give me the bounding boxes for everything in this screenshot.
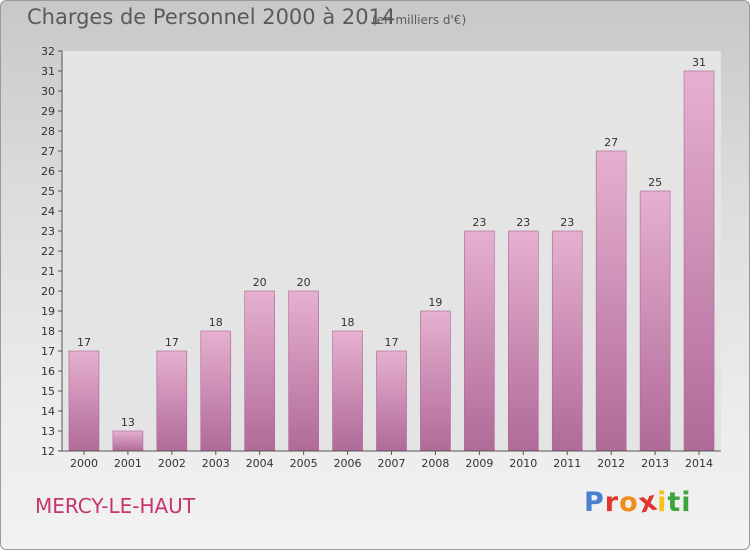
x-tick-label-2006: 2006 (334, 457, 362, 470)
y-tick-label: 22 (41, 245, 55, 258)
y-tick-label: 17 (41, 345, 55, 358)
bars-group: 17 13 17 18 20 20 18 17 19 23 23 23 27 25 31 (68, 56, 715, 452)
logo-letter: P (584, 487, 605, 518)
bar-2005 (288, 290, 319, 452)
y-tick-label: 29 (41, 105, 55, 118)
y-tick-label: 19 (41, 305, 55, 318)
bar-2010 (507, 230, 539, 452)
x-tick-label-2013: 2013 (641, 457, 669, 470)
data-label-2013: 25 (648, 176, 662, 189)
x-tick-label-2011: 2011 (553, 457, 581, 470)
y-tick-label: 16 (41, 365, 55, 378)
y-tick-label: 12 (41, 445, 55, 458)
x-tick-label-2004: 2004 (246, 457, 274, 470)
x-tick-label-2000: 2000 (70, 457, 98, 470)
data-label-2001: 13 (121, 416, 135, 429)
logo-letter: r (604, 487, 620, 518)
y-tick-label: 24 (41, 205, 55, 218)
y-tick-label: 20 (41, 285, 55, 298)
bar-2007 (376, 350, 407, 452)
data-label-2007: 17 (385, 336, 399, 349)
bar-2003 (200, 330, 232, 452)
y-tick-label: 23 (41, 225, 55, 238)
y-tick-label: 32 (41, 45, 55, 58)
x-tick-label-2002: 2002 (158, 457, 186, 470)
logo-letter: t (667, 487, 682, 518)
bar-2014 (683, 70, 715, 452)
bar-2009 (464, 230, 495, 452)
logo-letter: i (657, 487, 668, 518)
x-tick-label-2001: 2001 (114, 457, 142, 470)
bar-2002 (156, 350, 188, 452)
proxiti-logo: Proxiti (584, 485, 692, 519)
y-tick-label: 31 (41, 65, 55, 78)
data-label-2005: 20 (297, 276, 311, 289)
y-tick-label: 21 (41, 265, 55, 278)
data-label-2002: 17 (165, 336, 179, 349)
y-tick-label: 28 (41, 125, 55, 138)
data-label-2010: 23 (516, 216, 530, 229)
data-label-2009: 23 (472, 216, 486, 229)
bar-2004 (244, 290, 275, 452)
x-tick-label-2007: 2007 (378, 457, 406, 470)
commune-name: MERCY-LE-HAUT (35, 494, 196, 518)
y-tick-label: 14 (41, 405, 55, 418)
bar-2011 (551, 230, 583, 452)
axes-group: 12 13 14 15 16 17 18 19 20 21 22 23 24 25 26 27 28 29 30 31… (41, 45, 721, 470)
y-tick-label: 30 (41, 85, 55, 98)
y-tick-label: 15 (41, 385, 55, 398)
x-tick-label-2003: 2003 (202, 457, 230, 470)
bar-2006 (332, 330, 363, 452)
bar-2001 (112, 430, 144, 452)
data-label-2004: 20 (253, 276, 267, 289)
data-label-2014: 31 (692, 56, 706, 69)
chart-title: Charges de Personnel 2000 à 2014 (27, 5, 396, 29)
x-tick-label-2012: 2012 (597, 457, 625, 470)
logo-letter: o (619, 487, 639, 518)
data-label-2011: 23 (560, 216, 574, 229)
data-label-2012: 27 (604, 136, 618, 149)
bar-2013 (639, 190, 671, 452)
x-tick-label-2005: 2005 (290, 457, 318, 470)
data-label-2000: 17 (77, 336, 91, 349)
y-tick-label: 26 (41, 165, 55, 178)
chart-subtitle: (en milliers d'€) (372, 13, 467, 27)
data-label-2003: 18 (209, 316, 223, 329)
bar-2008 (420, 310, 451, 452)
bar-2000 (68, 350, 100, 452)
x-tick-label-2010: 2010 (509, 457, 537, 470)
data-label-2006: 18 (341, 316, 355, 329)
y-tick-label: 25 (41, 185, 55, 198)
x-tick-label-2014: 2014 (685, 457, 713, 470)
y-tick-label: 13 (41, 425, 55, 438)
y-tick-label: 18 (41, 325, 55, 338)
data-label-2008: 19 (428, 296, 442, 309)
y-tick-label: 27 (41, 145, 55, 158)
x-tick-label-2009: 2009 (465, 457, 493, 470)
bar-2012 (595, 150, 627, 452)
logo-letter: i (681, 487, 692, 518)
x-tick-label-2008: 2008 (421, 457, 449, 470)
